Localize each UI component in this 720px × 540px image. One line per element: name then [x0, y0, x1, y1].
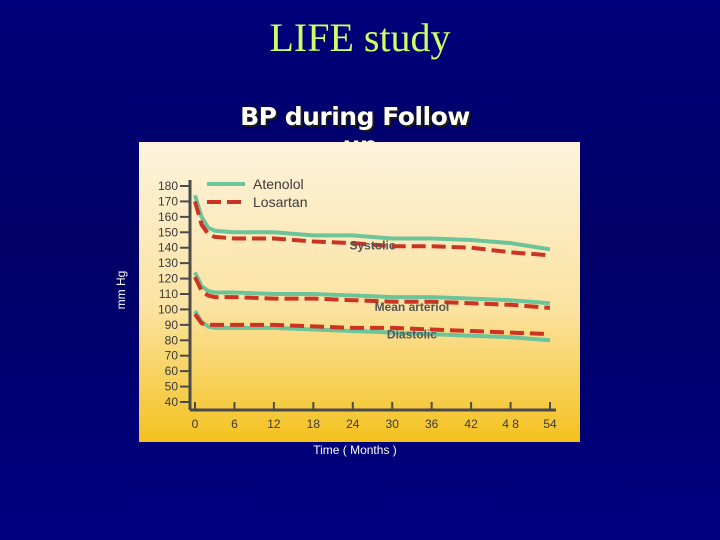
y-tick-label: 50 — [165, 380, 179, 394]
chart-title: BP during Follow -up — [240, 102, 470, 160]
series-line-diastolic-losartan — [193, 312, 551, 337]
x-axis-label: Time ( Months ) — [313, 443, 397, 457]
series-line-mean-arterial-losartan — [193, 276, 551, 310]
x-tick-label: 12 — [267, 417, 281, 431]
x-tick-label: 24 — [346, 417, 360, 431]
y-tick-label: 150 — [158, 225, 178, 239]
x-tick-label: 18 — [307, 417, 321, 431]
series-line-systolic-losartan — [193, 200, 551, 258]
y-tick-label: 180 — [158, 179, 178, 193]
series-line-mean-arterial-atenolol — [193, 271, 551, 306]
y-tick-label: 90 — [165, 318, 179, 332]
series-line-diastolic-atenolol — [193, 309, 551, 343]
x-tick-label: 54 — [543, 417, 557, 431]
plot-panel — [139, 142, 580, 442]
y-tick-label: 70 — [165, 349, 179, 363]
annotation-diastolic: Diastolic — [387, 328, 437, 342]
y-tick-label: 60 — [165, 364, 179, 378]
legend: Atenolol Losartan — [207, 176, 307, 210]
legend-label-losartan: Losartan — [253, 194, 307, 210]
annotations: Systolic Mean arteriol Diastolic — [349, 238, 449, 341]
y-tick-label: 110 — [159, 287, 178, 301]
y-tick-label: 100 — [158, 302, 178, 316]
legend-label-atenolol: Atenolol — [253, 176, 304, 192]
y-tick-label: 170 — [158, 194, 178, 208]
x-tick-label: 36 — [425, 417, 439, 431]
y-tick-label: 40 — [165, 395, 179, 409]
y-tick-label: 140 — [158, 241, 178, 255]
slide-title: LIFE study — [269, 15, 451, 60]
y-tick-label: 160 — [158, 210, 178, 224]
y-tick-label: 130 — [158, 256, 178, 270]
x-tick-label: 30 — [386, 417, 400, 431]
y-tick-label: 120 — [158, 272, 178, 286]
x-tick-label: 0 — [192, 417, 199, 431]
x-tick-label: 4 8 — [502, 417, 519, 431]
annotation-systolic: Systolic — [349, 238, 395, 252]
annotation-mean-arteriol: Mean arteriol — [375, 300, 450, 314]
y-tick-label: 80 — [165, 333, 179, 347]
x-tick-label: 42 — [464, 417, 478, 431]
series-line-systolic-atenolol — [193, 194, 551, 252]
x-tick-label: 6 — [231, 417, 238, 431]
series-lines — [193, 194, 551, 343]
